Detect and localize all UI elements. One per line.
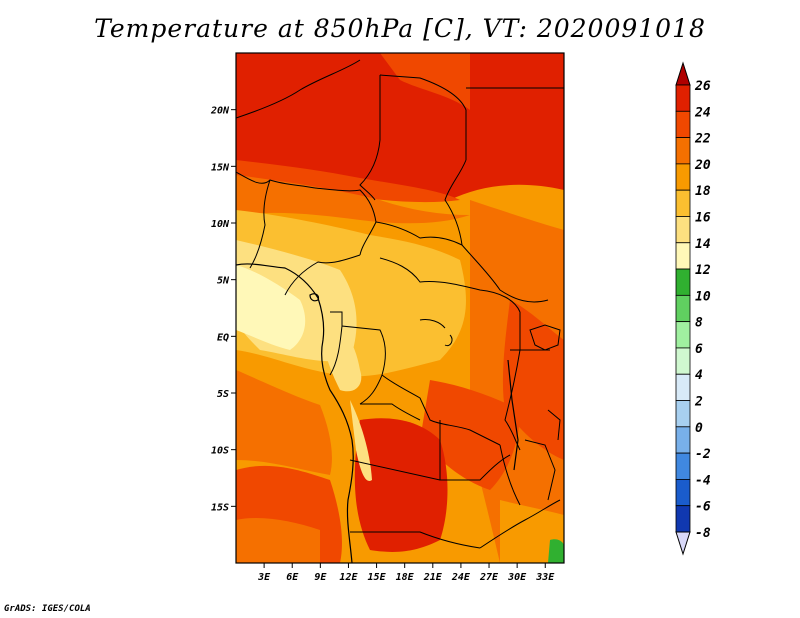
lon-tick-label: 21E	[423, 572, 443, 583]
lat-tick-label: 10S	[211, 446, 229, 457]
colorbar-band	[675, 505, 691, 533]
lon-tick-label: 15E	[368, 572, 387, 583]
colorbar-label: 22	[694, 132, 711, 147]
colorbar-label: 12	[695, 263, 711, 278]
colorbar-band	[675, 137, 691, 165]
colorbar-band	[675, 84, 691, 112]
colorbar-label: 14	[695, 237, 711, 252]
colorbar-label: 10	[695, 289, 711, 304]
lon-tick-label: 27E	[479, 572, 499, 583]
colorbar-label: 4	[695, 368, 703, 383]
lat-tick-label: 10N	[211, 219, 230, 230]
lon-tick-label: 12E	[339, 572, 358, 583]
country-borders	[236, 59, 564, 549]
lon-tick-label: 6E	[286, 572, 299, 583]
lat-tick-label: 15N	[211, 162, 230, 173]
map-frame	[235, 52, 565, 564]
colorbar-top-arrow	[675, 61, 691, 86]
colorbar-label: 26	[694, 79, 711, 94]
lon-tick-label: 24E	[451, 572, 471, 583]
colorbar-label: -2	[695, 447, 711, 462]
colorbar-label: 6	[695, 342, 703, 357]
colorbar-label: 18	[695, 184, 711, 199]
colorbar-band	[675, 321, 691, 349]
colorbar-label: 16	[695, 210, 711, 225]
colorbar-band	[675, 373, 691, 401]
colorbar-band	[675, 400, 691, 428]
longitude-axis: 3E 6E 9E 12E 15E 18E 21E 24E 27E 30E 33E	[257, 563, 555, 583]
colorbar-label: -8	[695, 526, 711, 541]
lat-tick-label: 5S	[217, 389, 229, 400]
colorbar	[675, 61, 691, 556]
lat-tick-label: 5N	[217, 276, 230, 287]
lon-tick-label: 3E	[257, 572, 271, 583]
lon-tick-label: 30E	[507, 572, 527, 583]
map-title: Temperature at 850hPa [C], VT: 202009101…	[94, 14, 706, 43]
colorbar-band	[675, 189, 691, 217]
colorbar-band	[675, 216, 691, 244]
colorbar-band	[675, 242, 691, 270]
colorbar-label: 2	[694, 395, 703, 410]
colorbar-label: -6	[695, 500, 711, 515]
colorbar-band	[675, 110, 691, 138]
lat-tick-label: EQ	[217, 332, 229, 343]
colorbar-band	[675, 268, 691, 296]
lon-tick-label: 9E	[314, 572, 327, 583]
colorbar-band	[675, 163, 691, 191]
colorbar-label: 20	[694, 158, 711, 173]
colorbar-label: -4	[695, 473, 711, 488]
colorbar-bottom-arrow	[675, 531, 691, 556]
colorbar-band	[675, 294, 691, 323]
temperature-field	[236, 53, 564, 563]
colorbar-label: 24	[694, 105, 711, 120]
lon-tick-label: 18E	[396, 572, 415, 583]
colorbar-band	[675, 479, 691, 507]
latitude-axis: 20N 15N 10N 5N EQ 5S 10S 15S	[210, 106, 236, 513]
lat-tick-label: 20N	[210, 106, 230, 117]
credit-label: GrADS: IGES/COLA	[4, 604, 91, 614]
lat-tick-label: 15S	[211, 502, 229, 513]
colorbar-band	[675, 426, 691, 454]
colorbar-band	[675, 347, 691, 375]
colorbar-label: 0	[695, 421, 703, 436]
colorbar-band	[675, 452, 691, 480]
coastline	[236, 263, 519, 563]
lon-tick-label: 33E	[535, 572, 555, 583]
colorbar-label: 8	[695, 316, 703, 331]
